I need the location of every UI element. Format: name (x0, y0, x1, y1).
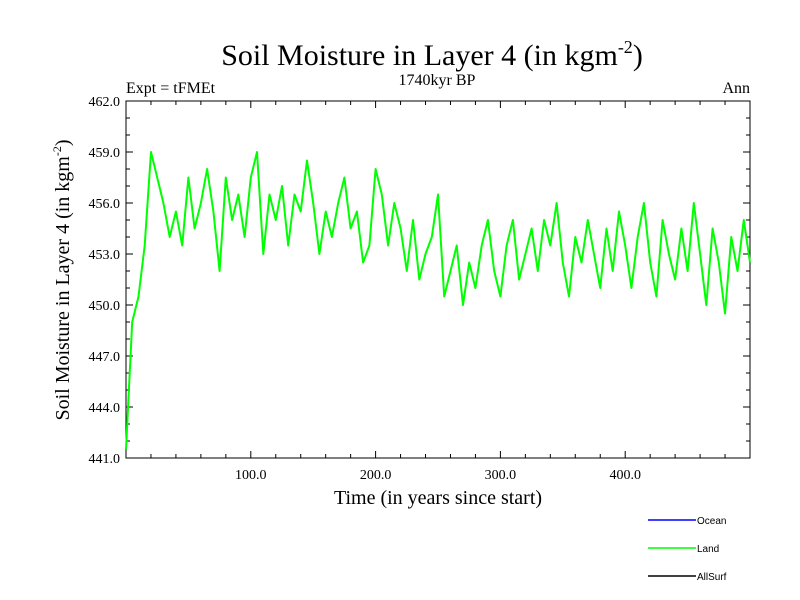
plot-frame (125, 100, 751, 459)
y-tick-label: 444.0 (89, 401, 121, 416)
subtitle-center: 1740kyr BP (399, 72, 476, 89)
legend: Ocean Land AllSurf (648, 516, 727, 583)
x-tick-label: 100.0 (235, 468, 267, 483)
series-line-land (125, 151, 751, 450)
y-axis-label: Soil Moisture in Layer 4 (in kgm-2) (50, 139, 74, 420)
x-axis: 100.0 200.0 300.0 400.0 (150, 101, 726, 483)
x-tick-label: 400.0 (609, 468, 641, 483)
legend-label-land: Land (697, 544, 719, 555)
y-axis: 441.0 444.0 447.0 450.0 453.0 456.0 459.0 462.0 (89, 95, 750, 467)
y-tick-label: 450.0 (89, 299, 121, 314)
y-tick-label: 462.0 (89, 95, 121, 110)
legend-label-ocean: Ocean (697, 516, 726, 527)
chart-title-superscript: -2 (618, 37, 633, 57)
y-axis-label-superscript: -2 (50, 146, 64, 156)
subtitle-left: Expt = tFMEt (126, 80, 216, 97)
y-tick-label: 456.0 (89, 197, 121, 212)
y-tick-label: 453.0 (89, 248, 121, 263)
y-tick-label: 441.0 (89, 452, 121, 467)
x-tick-label: 300.0 (485, 468, 517, 483)
y-tick-label: 459.0 (89, 146, 121, 161)
series-layer (125, 151, 751, 450)
legend-label-allsurf: AllSurf (697, 572, 727, 583)
chart-title: Soil Moisture in Layer 4 (in kgm-2) (221, 37, 643, 72)
subtitle-right: Ann (722, 80, 750, 97)
x-axis-label: Time (in years since start) (334, 487, 542, 509)
y-tick-label: 447.0 (89, 350, 121, 365)
x-tick-label: 200.0 (360, 468, 392, 483)
